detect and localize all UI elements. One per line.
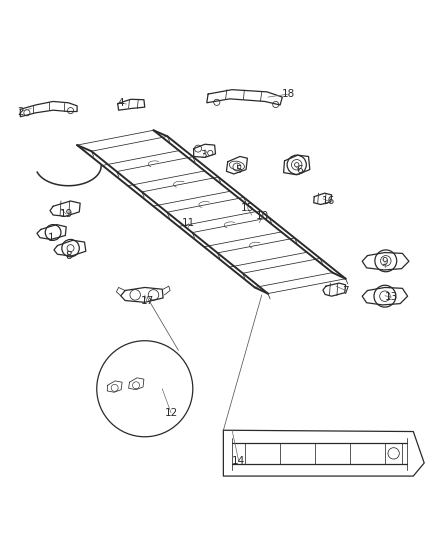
Text: 5: 5	[235, 165, 242, 175]
Text: 16: 16	[321, 196, 335, 206]
Text: 1: 1	[48, 233, 54, 243]
Text: 3: 3	[201, 150, 207, 160]
Text: 15: 15	[241, 203, 254, 213]
Text: 8: 8	[65, 251, 72, 261]
Text: 19: 19	[60, 209, 73, 219]
Text: 14: 14	[232, 456, 245, 466]
Text: 10: 10	[256, 211, 269, 221]
Text: 7: 7	[343, 286, 349, 295]
Text: 4: 4	[117, 98, 124, 108]
Text: 11: 11	[182, 218, 195, 228]
Text: 18: 18	[282, 89, 296, 99]
Text: 17: 17	[140, 296, 154, 306]
Text: 12: 12	[164, 408, 177, 418]
Text: 9: 9	[381, 257, 388, 267]
Text: 2: 2	[17, 107, 24, 117]
Text: 6: 6	[297, 165, 303, 175]
Text: 13: 13	[385, 292, 398, 302]
